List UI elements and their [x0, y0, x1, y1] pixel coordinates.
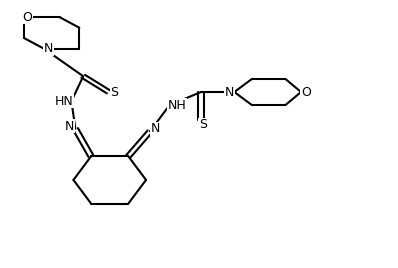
- Text: S: S: [111, 85, 119, 99]
- Text: O: O: [23, 11, 33, 24]
- Text: N: N: [225, 85, 234, 99]
- Text: N: N: [151, 122, 160, 135]
- Text: NH: NH: [168, 99, 187, 112]
- Text: S: S: [199, 118, 207, 131]
- Text: N: N: [65, 120, 74, 133]
- Text: O: O: [301, 85, 311, 99]
- Text: HN: HN: [55, 95, 74, 108]
- Text: N: N: [44, 42, 53, 55]
